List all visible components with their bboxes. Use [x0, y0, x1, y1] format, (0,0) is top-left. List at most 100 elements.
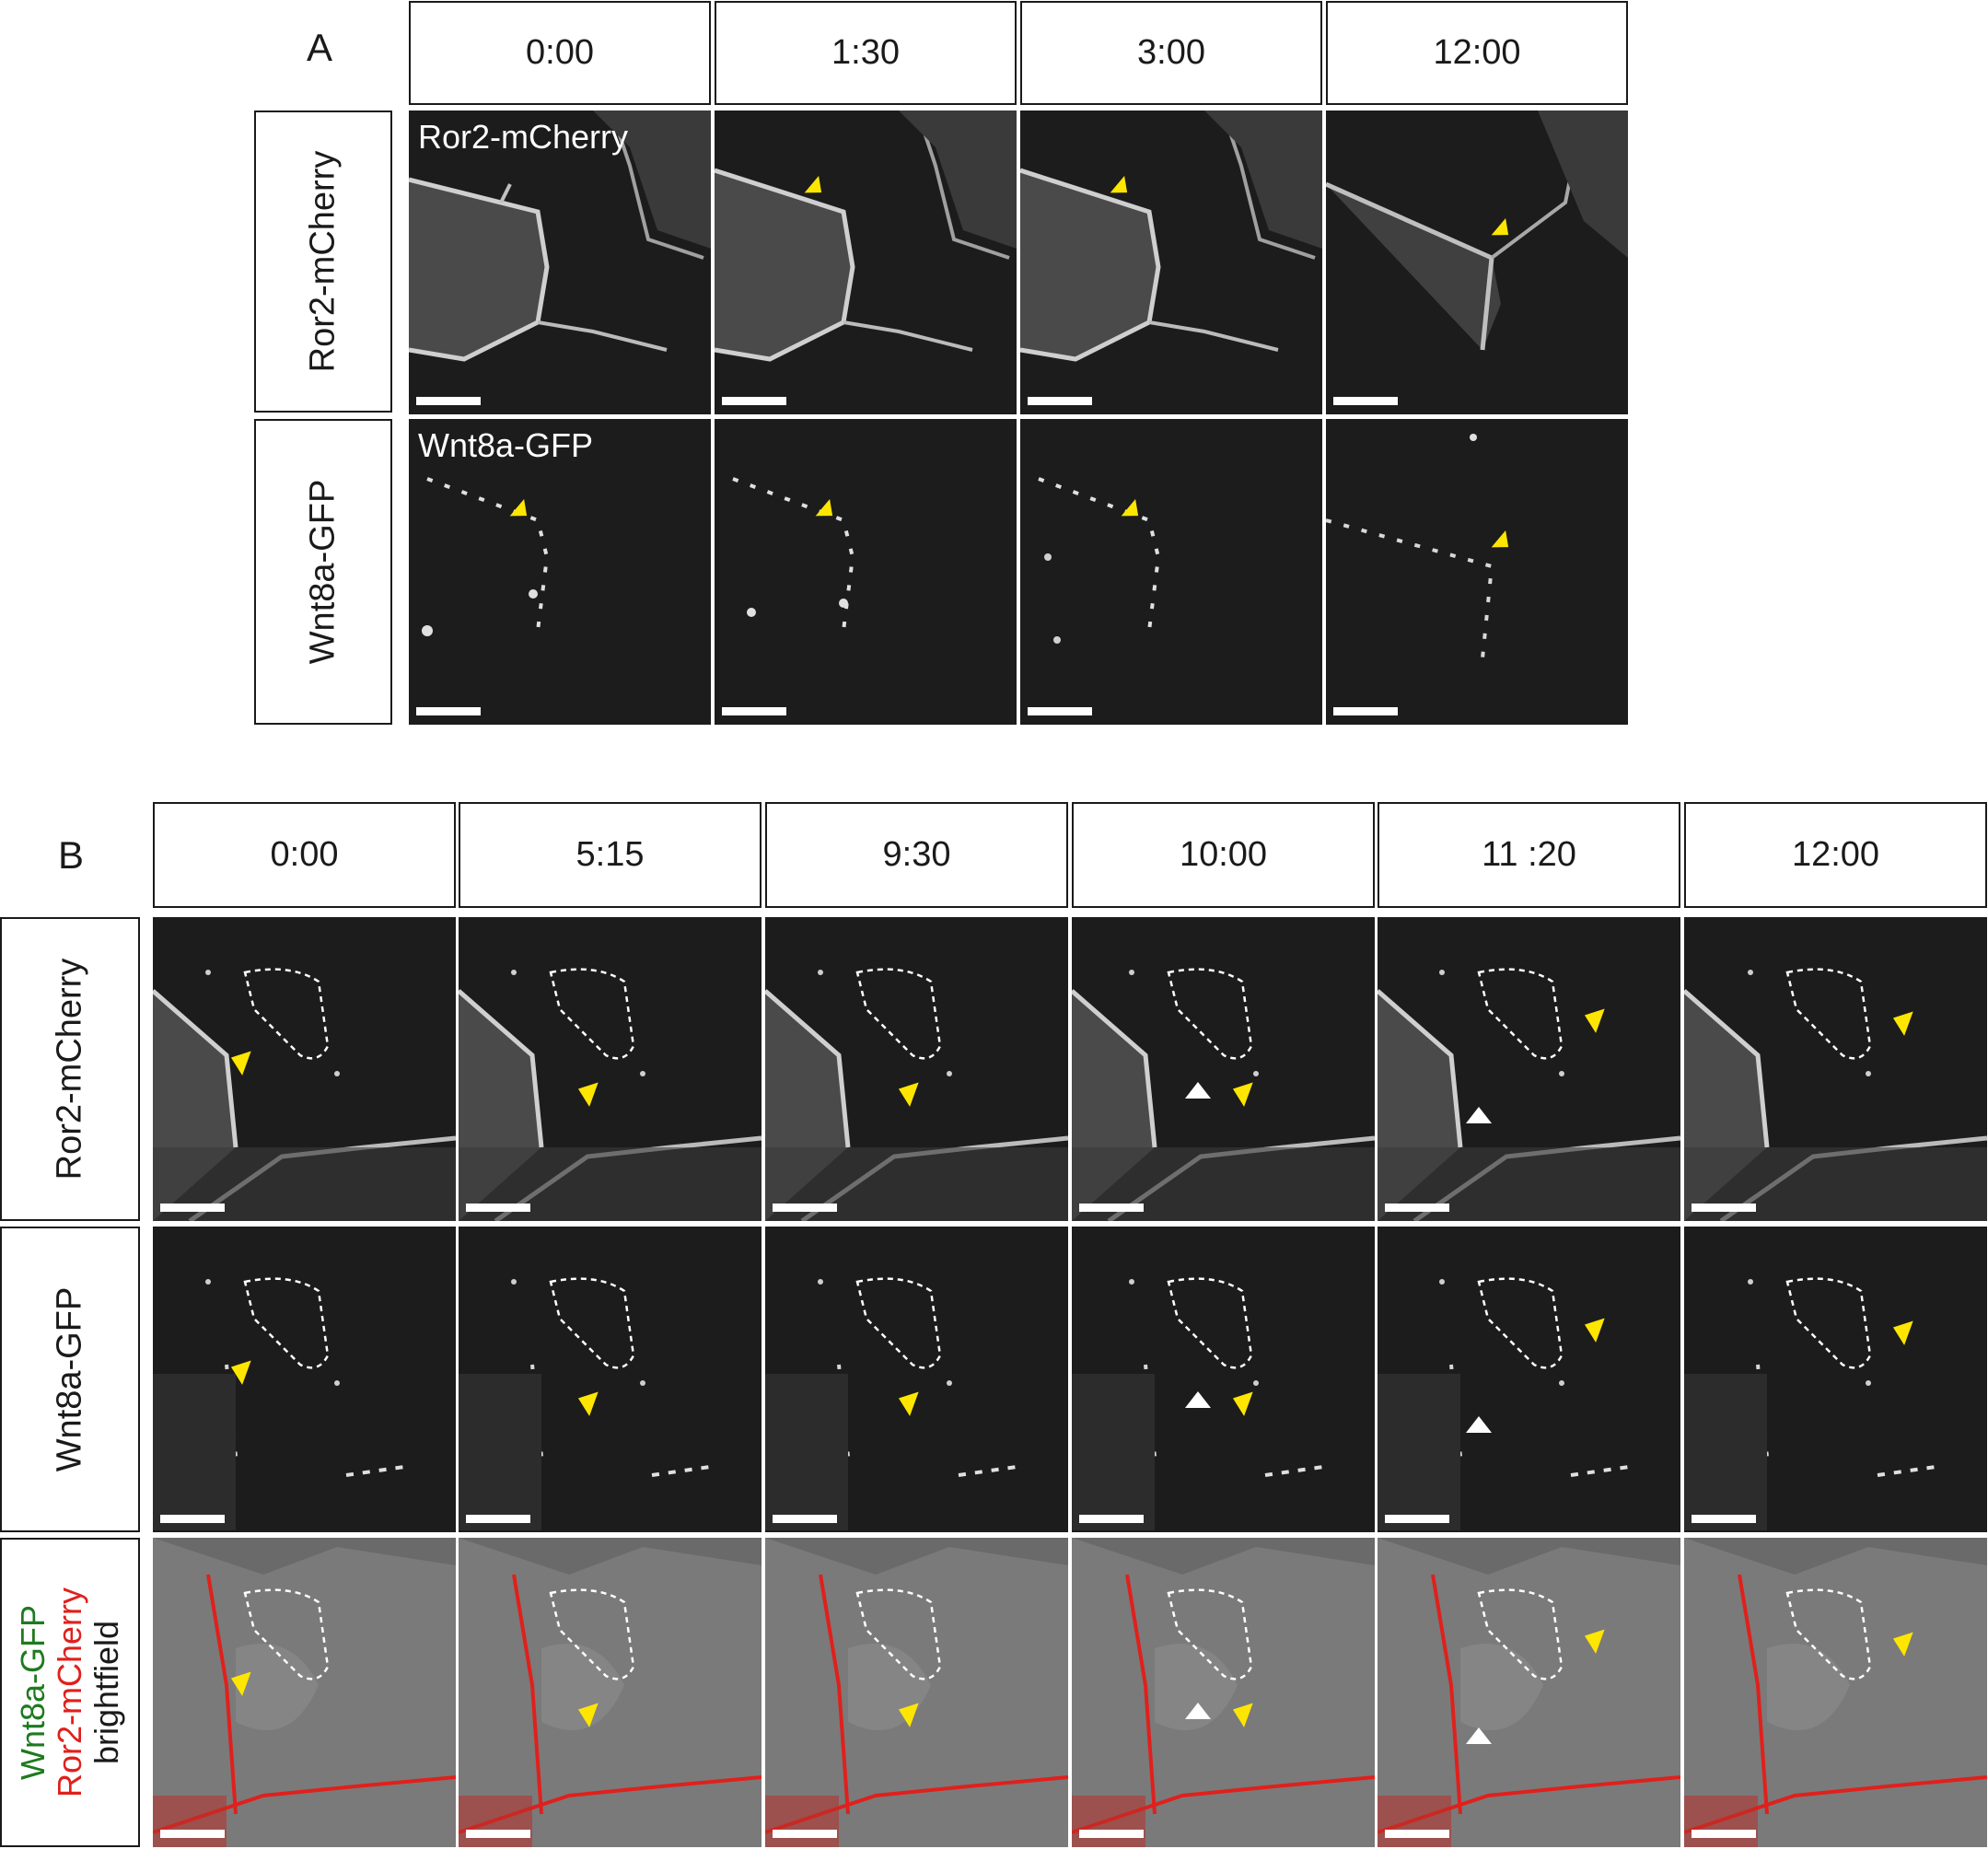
- scale-bar: [1079, 1830, 1144, 1838]
- scale-bar: [160, 1515, 225, 1523]
- panel-b-time-1: 5:15: [459, 802, 761, 908]
- scale-bar: [722, 397, 786, 405]
- panel-b-time-2: 9:30: [765, 802, 1068, 908]
- panel-b-letter: B: [58, 833, 85, 877]
- scale-bar: [1079, 1515, 1144, 1523]
- scale-bar: [1079, 1204, 1144, 1212]
- panel-b-micrograph-ror2-t2: [765, 917, 1068, 1221]
- panel-a-micrograph-ror2-t3: [1326, 110, 1628, 414]
- panel-a-micrograph-wnt8a-t0: Wnt8a-GFP: [409, 419, 711, 725]
- yellow-arrow-icon: [1892, 1320, 1913, 1345]
- yellow-arrow-icon: [577, 1391, 599, 1416]
- panel-b-micrograph-merge-t0: [153, 1538, 456, 1847]
- scale-bar: [773, 1830, 837, 1838]
- panel-b-micrograph-ror2-t5: [1684, 917, 1987, 1221]
- panel-b-row-label-merge: Wnt8a-GFP Ror2-mCherry brightfield: [0, 1538, 140, 1847]
- yellow-arrow-icon: [1584, 1629, 1605, 1654]
- yellow-arrow-icon: [509, 498, 528, 517]
- panel-b-micrograph-wnt8a-t0: [153, 1227, 456, 1532]
- yellow-arrow-icon: [1232, 1391, 1253, 1416]
- panel-a-micrograph-ror2-t0: Ror2-mCherry: [409, 110, 711, 414]
- panel-a-row-label-wnt8a: Wnt8a-GFP: [254, 419, 392, 725]
- merge-label-green: Wnt8a-GFP: [14, 1604, 52, 1781]
- yellow-arrow-icon: [1584, 1318, 1605, 1343]
- merge-label-red: Ror2-mCherry: [51, 1587, 88, 1798]
- scale-bar: [1385, 1204, 1449, 1212]
- panel-b-time-3: 10:00: [1072, 802, 1375, 908]
- panel-a-micrograph-wnt8a-t1: [715, 419, 1017, 725]
- scale-bar: [773, 1204, 837, 1212]
- panel-b-time-4: 11 :20: [1378, 802, 1680, 908]
- scale-bar: [466, 1204, 530, 1212]
- scale-bar: [1692, 1204, 1756, 1212]
- panel-a-time-2: 3:00: [1020, 1, 1322, 105]
- panel-b-micrograph-ror2-t1: [459, 917, 761, 1221]
- yellow-arrow-icon: [230, 1051, 251, 1076]
- panel-b-time-5: 12:00: [1684, 802, 1987, 908]
- panel-a-micrograph-wnt8a-t2: [1020, 419, 1322, 725]
- yellow-arrow-icon: [815, 498, 833, 517]
- panel-a-micrograph-ror2-t2: [1020, 110, 1322, 414]
- yellow-arrow-icon: [1232, 1703, 1253, 1727]
- scale-bar: [1692, 1830, 1756, 1838]
- panel-b-time-0: 0:00: [153, 802, 456, 908]
- panel-a-time-3: 12:00: [1326, 1, 1628, 105]
- panel-b-micrograph-wnt8a-t2: [765, 1227, 1068, 1532]
- yellow-arrow-icon: [230, 1360, 251, 1385]
- yellow-arrow-icon: [1892, 1011, 1913, 1036]
- scale-bar: [1028, 707, 1092, 715]
- scale-bar: [722, 707, 786, 715]
- white-arrow-icon: [1185, 1703, 1211, 1719]
- scale-bar: [416, 397, 481, 405]
- panel-a-micrograph-wnt8a-t3: [1326, 419, 1628, 725]
- scale-bar: [1692, 1515, 1756, 1523]
- white-arrow-icon: [1466, 1727, 1492, 1744]
- yellow-arrow-icon: [577, 1082, 599, 1107]
- panel-a-time-0: 0:00: [409, 1, 711, 105]
- panel-b-micrograph-ror2-t4: [1378, 917, 1680, 1221]
- yellow-arrow-icon: [577, 1703, 599, 1727]
- panel-b-micrograph-merge-t5: [1684, 1538, 1987, 1847]
- panel-b-micrograph-merge-t4: [1378, 1538, 1680, 1847]
- white-arrow-icon: [1185, 1391, 1211, 1408]
- scale-bar: [773, 1515, 837, 1523]
- panel-b-micrograph-merge-t2: [765, 1538, 1068, 1847]
- in-image-label-wnt8a: Wnt8a-GFP: [418, 426, 594, 464]
- yellow-arrow-icon: [804, 175, 822, 193]
- scale-bar: [1385, 1830, 1449, 1838]
- panel-b-micrograph-ror2-t3: [1072, 917, 1375, 1221]
- scale-bar: [160, 1204, 225, 1212]
- yellow-arrow-icon: [1110, 175, 1128, 193]
- panel-b-row-label-ror2: Ror2-mCherry: [0, 917, 140, 1221]
- yellow-arrow-icon: [1491, 217, 1509, 236]
- yellow-arrow-icon: [898, 1703, 919, 1727]
- panel-b-micrograph-merge-t1: [459, 1538, 761, 1847]
- in-image-label-ror2: Ror2-mCherry: [418, 118, 629, 156]
- yellow-arrow-icon: [898, 1082, 919, 1107]
- scale-bar: [1333, 397, 1398, 405]
- yellow-arrow-icon: [1892, 1632, 1913, 1657]
- scale-bar: [466, 1830, 530, 1838]
- yellow-arrow-icon: [898, 1391, 919, 1416]
- scale-bar: [160, 1830, 225, 1838]
- yellow-arrow-icon: [1121, 498, 1139, 517]
- merge-label-brightfield: brightfield: [87, 1620, 125, 1765]
- scale-bar: [1333, 707, 1398, 715]
- panel-b-micrograph-wnt8a-t4: [1378, 1227, 1680, 1532]
- scale-bar: [466, 1515, 530, 1523]
- panel-a-row-label-ror2: Ror2-mCherry: [254, 110, 392, 413]
- white-arrow-icon: [1185, 1082, 1211, 1099]
- panel-b-micrograph-wnt8a-t1: [459, 1227, 761, 1532]
- panel-a-letter: A: [307, 26, 333, 69]
- panel-b-row-label-wnt8a: Wnt8a-GFP: [0, 1227, 140, 1532]
- panel-b-micrograph-wnt8a-t5: [1684, 1227, 1987, 1532]
- panel-a-time-1: 1:30: [715, 1, 1017, 105]
- white-arrow-icon: [1466, 1107, 1492, 1123]
- yellow-arrow-icon: [1584, 1008, 1605, 1033]
- scale-bar: [416, 707, 481, 715]
- white-arrow-icon: [1466, 1416, 1492, 1433]
- scale-bar: [1028, 397, 1092, 405]
- yellow-arrow-icon: [1491, 529, 1509, 548]
- panel-b-micrograph-ror2-t0: [153, 917, 456, 1221]
- panel-b-micrograph-merge-t3: [1072, 1538, 1375, 1847]
